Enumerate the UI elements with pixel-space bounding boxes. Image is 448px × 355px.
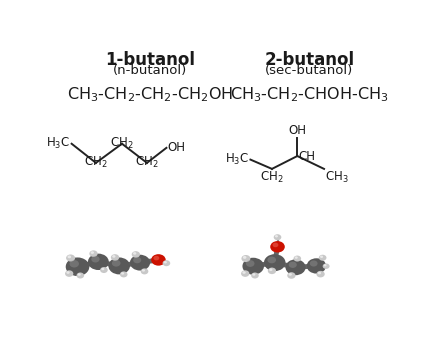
Circle shape xyxy=(264,254,285,271)
Circle shape xyxy=(274,234,281,240)
Circle shape xyxy=(320,256,323,258)
Circle shape xyxy=(90,251,94,254)
Circle shape xyxy=(251,273,259,279)
Circle shape xyxy=(69,260,79,267)
Circle shape xyxy=(318,272,321,274)
Text: CH$_2$: CH$_2$ xyxy=(84,155,108,170)
Text: 1-butanol: 1-butanol xyxy=(105,51,195,69)
Circle shape xyxy=(91,256,99,262)
Circle shape xyxy=(242,258,264,275)
Circle shape xyxy=(272,243,278,247)
Circle shape xyxy=(246,260,254,267)
Circle shape xyxy=(285,260,306,275)
Text: OH: OH xyxy=(168,141,186,154)
Circle shape xyxy=(316,271,325,277)
Circle shape xyxy=(66,255,75,262)
Text: (n-butanol): (n-butanol) xyxy=(112,64,187,77)
Circle shape xyxy=(89,250,98,257)
Circle shape xyxy=(66,257,89,276)
Text: CH$_3$: CH$_3$ xyxy=(325,170,349,185)
Circle shape xyxy=(289,273,292,276)
Circle shape xyxy=(323,263,330,269)
Text: CH$_2$: CH$_2$ xyxy=(110,136,134,151)
Circle shape xyxy=(252,273,255,276)
Circle shape xyxy=(293,256,301,262)
Circle shape xyxy=(154,256,159,260)
Circle shape xyxy=(65,270,73,277)
Circle shape xyxy=(310,261,318,267)
Circle shape xyxy=(267,257,276,263)
Circle shape xyxy=(101,268,104,270)
Circle shape xyxy=(295,256,298,259)
Circle shape xyxy=(307,258,326,274)
Text: CH$_3$-CH$_2$-CH$_2$-CH$_2$OH: CH$_3$-CH$_2$-CH$_2$-CH$_2$OH xyxy=(67,85,233,104)
Circle shape xyxy=(243,256,246,259)
Text: CH$_3$-CH$_2$-CHOH-CH$_3$: CH$_3$-CH$_2$-CHOH-CH$_3$ xyxy=(230,85,389,104)
Circle shape xyxy=(324,264,327,266)
Circle shape xyxy=(108,257,130,274)
Text: CH$_2$: CH$_2$ xyxy=(260,170,284,185)
Circle shape xyxy=(88,253,109,270)
Circle shape xyxy=(275,235,278,237)
Circle shape xyxy=(319,255,327,261)
Circle shape xyxy=(163,260,170,266)
Circle shape xyxy=(77,273,84,279)
Circle shape xyxy=(269,268,272,271)
Circle shape xyxy=(141,268,148,274)
Circle shape xyxy=(289,262,297,268)
Circle shape xyxy=(121,272,124,275)
Circle shape xyxy=(241,270,250,277)
Circle shape xyxy=(164,261,167,263)
Text: H$_3$C: H$_3$C xyxy=(225,152,249,167)
Circle shape xyxy=(111,254,119,261)
Text: CH$_2$: CH$_2$ xyxy=(135,155,159,170)
Circle shape xyxy=(112,260,121,267)
Text: 2-butanol: 2-butanol xyxy=(264,51,354,69)
Circle shape xyxy=(130,255,150,271)
Circle shape xyxy=(133,252,136,255)
Circle shape xyxy=(133,257,141,263)
Circle shape xyxy=(100,267,108,273)
Circle shape xyxy=(142,269,145,272)
Circle shape xyxy=(270,241,285,252)
Circle shape xyxy=(287,272,296,279)
Circle shape xyxy=(151,254,166,266)
Circle shape xyxy=(120,271,128,277)
Text: (sec-butanol): (sec-butanol) xyxy=(265,64,353,77)
Text: OH: OH xyxy=(289,124,306,137)
Circle shape xyxy=(112,255,116,258)
Circle shape xyxy=(78,273,81,276)
Circle shape xyxy=(242,271,246,274)
Circle shape xyxy=(68,256,71,258)
Circle shape xyxy=(132,251,140,258)
Text: CH: CH xyxy=(299,149,316,163)
Circle shape xyxy=(66,271,70,274)
Text: H$_3$C: H$_3$C xyxy=(46,136,70,151)
Circle shape xyxy=(268,268,276,274)
Circle shape xyxy=(241,255,250,262)
